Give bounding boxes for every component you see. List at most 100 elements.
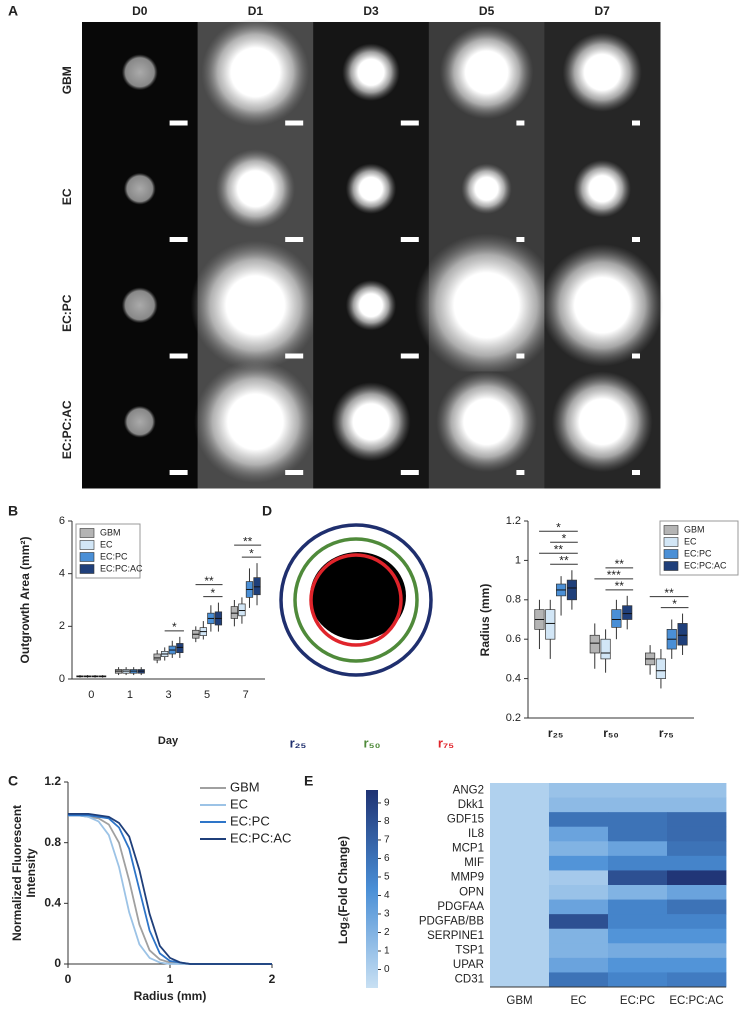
y-axis-label: Radius (mm): [478, 584, 492, 657]
heatmap-cell: [490, 870, 550, 886]
box: [622, 605, 633, 620]
scale-bar: [516, 470, 525, 475]
heatmap-cell: [490, 928, 550, 944]
panel-label: B: [8, 503, 18, 519]
y-tick-label: 0.8: [506, 594, 521, 606]
legend-label: EC:PC:AC: [100, 563, 143, 573]
spheroid-mask: [310, 552, 406, 640]
box: [589, 634, 600, 654]
heatmap-cell: [490, 797, 550, 813]
scale-bar: [169, 237, 188, 242]
legend-label: GBM: [684, 524, 705, 534]
heatmap-cell: [549, 957, 609, 973]
heatmap-cell: [667, 812, 727, 828]
colorbar-tick-label: 1: [384, 946, 390, 957]
heatmap-cell: [608, 841, 668, 857]
significance-label: **: [243, 534, 253, 548]
row-label: MCP1: [452, 843, 484, 855]
heatmap-cell: [608, 914, 668, 930]
heatmap-cell: [667, 797, 727, 813]
spheroid: [562, 32, 642, 112]
heatmap-cell: [667, 870, 727, 886]
box: [253, 577, 261, 596]
spheroid: [121, 287, 158, 324]
colorbar: [366, 790, 378, 988]
scale-bar: [400, 237, 419, 242]
heatmap-cell: [549, 914, 609, 930]
y-tick-label: 0.6: [506, 633, 521, 645]
heatmap-cell: [490, 899, 550, 915]
heatmap-cell: [667, 914, 727, 930]
column-header: D0: [132, 4, 148, 18]
schematic-label: r₅₀: [364, 735, 381, 750]
row-header: EC: [60, 188, 74, 205]
spheroid: [541, 244, 664, 367]
r50-ring: [293, 537, 419, 663]
legend-swatch: [663, 525, 679, 535]
heatmap-cell: [667, 826, 727, 842]
scale-bar: [169, 120, 188, 126]
y-axis-label: Outgrowth Area (mm²): [18, 537, 32, 664]
scale-bar: [169, 470, 188, 475]
box: [566, 579, 577, 601]
heatmap-cell: [549, 972, 609, 988]
legend-label: EC:PC: [684, 548, 712, 558]
y-tick-label: 0.8: [44, 835, 61, 849]
legend-label: EC:PC: [230, 813, 270, 828]
heatmap-cell: [667, 943, 727, 959]
r75-ring: [279, 523, 433, 677]
y-tick-label: 0.2: [506, 712, 521, 724]
colorbar-tick-label: 3: [384, 909, 390, 920]
column-label: EC:PC: [620, 995, 655, 1007]
significance-label: **: [615, 579, 625, 593]
row-label: SERPINE1: [427, 930, 484, 942]
box: [230, 606, 239, 619]
heatmap-cell: [549, 826, 609, 842]
heatmap-cell: [608, 797, 668, 813]
y-tick-label: 0: [59, 673, 65, 685]
box: [611, 609, 622, 628]
x-tick-label: 0: [65, 972, 72, 986]
spheroid: [215, 149, 295, 229]
legend-label: EC: [100, 539, 113, 549]
legend-swatch: [79, 528, 95, 538]
column-label: EC: [571, 995, 587, 1007]
scale-bar: [632, 353, 640, 359]
heatmap-cell: [490, 812, 550, 828]
row-label: CD31: [455, 974, 484, 986]
column-label: EC:PC:AC: [669, 995, 723, 1007]
row-label: Dkk1: [458, 799, 484, 811]
row-label: OPN: [459, 886, 484, 898]
spheroid: [414, 233, 559, 378]
scale-bar: [632, 120, 640, 126]
box: [238, 603, 246, 617]
row-label: PDGFAA: [437, 901, 484, 913]
scale-bar: [400, 120, 419, 126]
box: [545, 609, 556, 640]
colorbar-tick-label: 0: [384, 964, 390, 975]
row-label: PDGFAB/BB: [419, 915, 485, 927]
heatmap-cell: [608, 855, 668, 871]
box: [153, 653, 161, 661]
row-label: GDF15: [447, 813, 484, 825]
heatmap-cell: [667, 885, 727, 900]
colorbar-tick-label: 2: [384, 927, 390, 938]
y-tick-label: 0: [54, 956, 61, 970]
row-label: IL8: [468, 828, 484, 840]
colorbar-tick-label: 9: [384, 798, 390, 809]
box: [600, 638, 611, 660]
y-tick-label: 4: [59, 568, 65, 580]
significance-label: *: [562, 531, 567, 545]
spheroid: [573, 159, 631, 218]
row-label: MMP9: [451, 872, 484, 884]
row-header: EC:PC:AC: [60, 400, 74, 459]
heatmap-cell: [490, 957, 550, 973]
scale-bar: [516, 353, 525, 359]
significance-label: **: [559, 553, 569, 567]
heatmap-cell: [667, 928, 727, 944]
x-axis-label: Radius (mm): [134, 989, 207, 1003]
significance-label: *: [556, 520, 561, 534]
x-axis-label: Day: [158, 735, 179, 747]
x-tick-label: 1: [167, 972, 174, 986]
heatmap-cell: [667, 841, 727, 857]
